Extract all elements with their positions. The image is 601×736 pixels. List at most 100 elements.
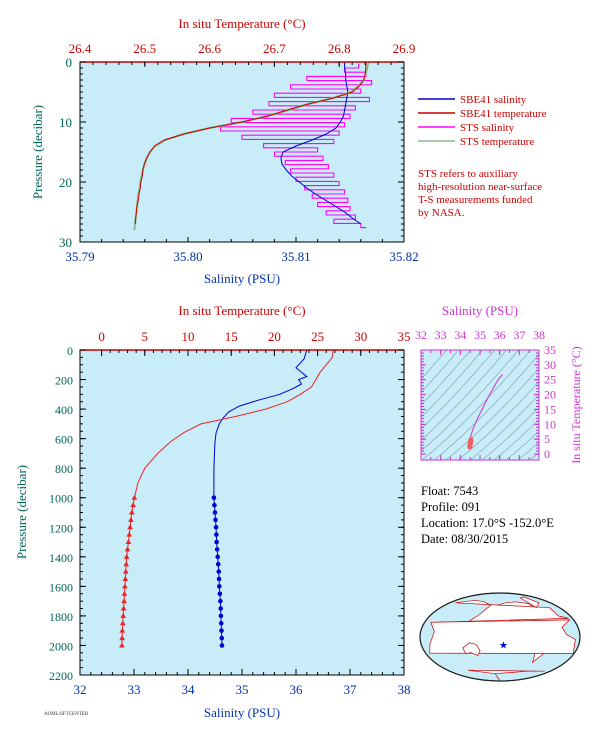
nearsurface-bottom-tick-label: 35.82	[389, 249, 418, 264]
density-contour-line	[421, 350, 471, 406]
note-line-4: by NASA.	[418, 207, 465, 219]
nearsurface-top-axis-label: In situ Temperature (°C)	[178, 16, 305, 31]
salinity-point-marker	[218, 598, 223, 604]
density-contour-line	[529, 340, 601, 470]
fullprofile-y-tick-label: 1600	[49, 580, 73, 594]
nearsurface-y-tick-label: 0	[66, 55, 73, 70]
note-line-3: T-S measurements funded	[418, 194, 533, 206]
salinity-point-marker	[214, 539, 219, 545]
ts-right-tick-label: 20	[544, 388, 556, 402]
temperature-point-marker	[122, 583, 128, 589]
fullprofile-bottom-axis-label: Salinity (PSU)	[204, 705, 280, 720]
density-contour-line	[481, 406, 539, 460]
fullprofile-y-axis-label: Pressure (decibar)	[14, 465, 29, 559]
density-contour-line	[421, 350, 519, 452]
temperature-point-marker	[127, 524, 133, 530]
ts-plot-area	[420, 349, 540, 461]
fullprofile-y-tick-label: 1000	[49, 492, 73, 506]
ts-top-tick-label: 37	[513, 328, 525, 342]
density-contour-line	[505, 430, 539, 460]
salinity-point-marker	[219, 628, 224, 633]
fullprofile-top-tick-label: 10	[182, 329, 195, 344]
salinity-point-marker	[214, 532, 219, 537]
nearsurface-chart: 35.79 35.80 35.81 35.82 26.4 26.5 26.6 26.7 26.8…	[30, 16, 547, 286]
salinity-point-marker	[214, 547, 220, 552]
temperature-point-marker	[122, 575, 129, 581]
fullprofile-y-tick-label: 1400	[49, 551, 73, 565]
nearsurface-top-tick-label: 26.9	[393, 41, 416, 56]
nearsurface-bottom-tick-label: 35.80	[173, 249, 202, 264]
ts-right-tick-label: 10	[544, 417, 556, 431]
nearsurface-y-tick-label: 30	[59, 235, 72, 250]
legend-label: SBE41 salinity	[460, 94, 527, 106]
density-contour-line	[421, 350, 459, 393]
density-contour-line	[457, 381, 539, 460]
fullprofile-bottom-tick-label: 33	[128, 682, 141, 697]
fullprofile-top-tick-label: 30	[354, 329, 367, 344]
fullprofile-y-tick-label: 1200	[49, 521, 73, 535]
salinity-point-marker	[216, 569, 222, 574]
fullprofile-top-tick-label: 15	[225, 329, 238, 344]
salinity-point-marker	[215, 554, 220, 560]
fullprofile-y-tick-label: 2200	[49, 669, 73, 683]
sts-note: STS refers to auxiliary high-resolution …	[418, 168, 542, 219]
salinity-point-marker	[211, 495, 217, 501]
ts-right-tick-label: 0	[544, 447, 550, 461]
map-landmass	[519, 596, 540, 609]
fullprofile-bottom-tick-label: 34	[182, 682, 196, 697]
fullprofile-top-tick-label: 5	[142, 329, 149, 344]
ts-point	[468, 437, 474, 443]
nearsurface-bottom-tick-label: 35.81	[281, 249, 310, 264]
float-info: Float: 7543 Profile: 091 Location: 17.0°…	[421, 483, 554, 547]
ts-right-tick-label: 30	[544, 358, 556, 372]
temperature-point-marker	[121, 590, 128, 596]
density-contour-line	[445, 367, 539, 460]
fullprofile-top-tick-label: 25	[311, 329, 324, 344]
fullprofile-top-tick-label: 0	[98, 329, 105, 344]
density-contour-line	[517, 441, 539, 460]
nearsurface-top-tick-label: 26.7	[263, 41, 286, 56]
fullprofile-y-tick-label: 2000	[49, 639, 73, 653]
temperature-point-marker	[124, 546, 131, 552]
profile-temperature-line	[121, 349, 334, 646]
ts-right-axis-label: In situ Temperature (°C)	[569, 346, 583, 463]
nearsurface-top-tick-label: 26.6	[198, 41, 221, 56]
temperature-point-marker	[129, 509, 135, 515]
salinity-point-marker	[215, 561, 221, 567]
date: Date: 08/30/2015	[421, 532, 509, 546]
profile-salinity-line	[213, 349, 308, 646]
fullprofile-y-tick-label: 0	[67, 344, 73, 358]
ts-density-contours	[421, 340, 601, 470]
salinity-point-marker	[217, 591, 223, 597]
fullprofile-top-tick-label: 20	[268, 329, 281, 344]
salinity-point-marker	[218, 620, 224, 626]
fullprofile-plot-area	[79, 349, 405, 676]
nearsurface-top-tick-label: 26.4	[69, 41, 92, 56]
density-contour-line	[421, 350, 447, 380]
note-line-2: high-resolution near-surface	[418, 181, 542, 193]
temperature-point-marker	[119, 620, 126, 626]
nearsurface-bottom-axis-label: Salinity (PSU)	[204, 271, 280, 286]
temperature-point-marker	[131, 494, 138, 500]
nearsurface-y-tick-label: 10	[59, 115, 72, 130]
temperature-point-marker	[125, 539, 132, 545]
sbe41-temperature-line	[134, 62, 367, 225]
nearsurface-y-axis-label: Pressure (decibar)	[30, 105, 45, 199]
salinity-point-marker	[218, 606, 223, 611]
temperature-point-marker	[119, 642, 125, 648]
ts-top-axis-label: Salinity (PSU)	[442, 303, 518, 318]
nearsurface-bottom-tick-label: 35.79	[65, 249, 94, 264]
world-map: ★	[419, 592, 581, 682]
note-line-1: STS refers to auxiliary	[418, 168, 518, 180]
temperature-point-marker	[122, 568, 129, 574]
ts-top-tick-label: 38	[533, 328, 545, 342]
salinity-point-marker	[217, 584, 222, 589]
fullprofile-y-tick-label: 400	[55, 403, 73, 417]
density-contour-line	[421, 350, 495, 430]
fullprofile-y-tick-label: 800	[55, 462, 73, 476]
density-contour-line	[421, 350, 507, 441]
fullprofile-chart: 32 33 34 35 36 37 38 0 5 10 15 20 25 30 35 0 200 400 600 80…	[14, 303, 411, 720]
density-contour-line	[493, 419, 539, 460]
ts-right-tick-label: 5	[544, 432, 550, 446]
